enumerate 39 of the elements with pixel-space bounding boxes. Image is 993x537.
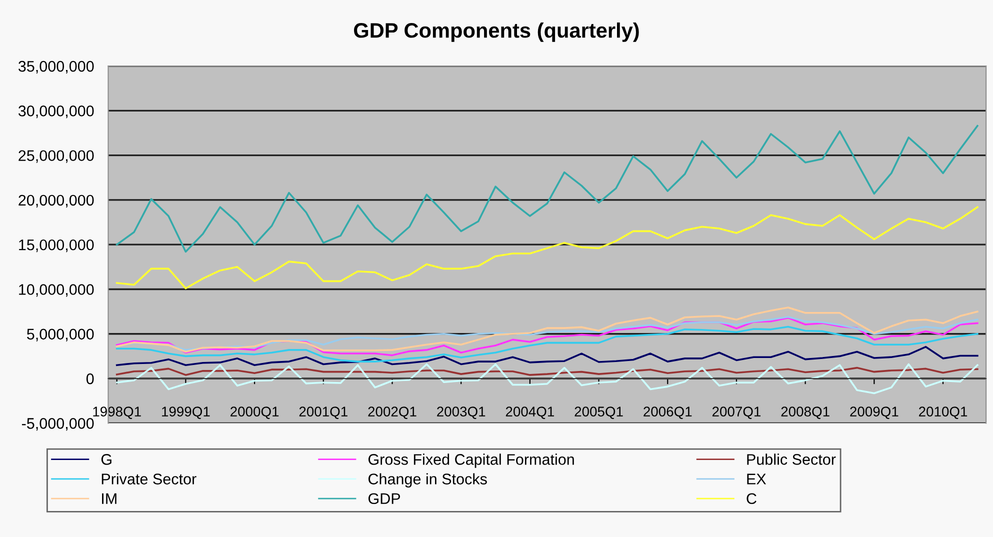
line-series <box>116 346 978 366</box>
line-series <box>116 363 978 394</box>
y-tick-label: -5,000,000 <box>22 418 94 431</box>
line-series <box>116 326 978 362</box>
x-tick-label: 2009Q1 <box>850 406 898 419</box>
x-tick-label: 2006Q1 <box>644 406 692 419</box>
line-series <box>116 366 978 376</box>
y-tick-label: 35,000,000 <box>18 60 94 74</box>
line-series <box>116 306 978 353</box>
line-series <box>116 124 978 253</box>
x-tick-label: 1999Q1 <box>162 406 210 419</box>
legend-label: Public Sector <box>747 454 836 465</box>
legend-label: GDP <box>368 493 400 504</box>
legend-label: C <box>746 493 756 504</box>
x-tick-label: 2008Q1 <box>781 406 830 419</box>
y-tick-label: 5,000,000 <box>27 328 94 342</box>
x-tick-label: 2005Q1 <box>574 406 623 419</box>
y-tick-label: 15,000,000 <box>19 239 94 252</box>
legend-label: G <box>101 454 112 465</box>
x-tick-label: 2010Q1 <box>919 406 968 419</box>
chart-title: GDP Components (quarterly) <box>354 22 639 42</box>
y-tick-label: 25,000,000 <box>18 150 94 163</box>
legend-label: Gross Fixed Capital Formation <box>368 454 574 468</box>
y-tick-label: 20,000,000 <box>18 194 94 208</box>
x-tick-label: 2007Q1 <box>712 406 761 419</box>
line-series <box>116 206 978 290</box>
x-tick-label: 2001Q1 <box>299 406 348 419</box>
x-tick-label: 2000Q1 <box>230 406 279 419</box>
y-tick-label: 10,000,000 <box>19 284 94 297</box>
legend-label: Change in Stocks <box>368 473 487 488</box>
x-tick-label: 2003Q1 <box>437 406 486 419</box>
legend-label: IM <box>102 493 116 504</box>
x-tick-label: 2004Q1 <box>506 406 554 419</box>
y-tick-label: 0 <box>86 373 94 384</box>
y-tick-label: 30,000,000 <box>18 106 94 118</box>
x-tick-label: 2002Q1 <box>368 406 416 419</box>
x-tick-label: 1998Q1 <box>93 406 141 419</box>
legend-label: Private Sector <box>102 473 196 484</box>
legend-label: EX <box>747 474 766 484</box>
